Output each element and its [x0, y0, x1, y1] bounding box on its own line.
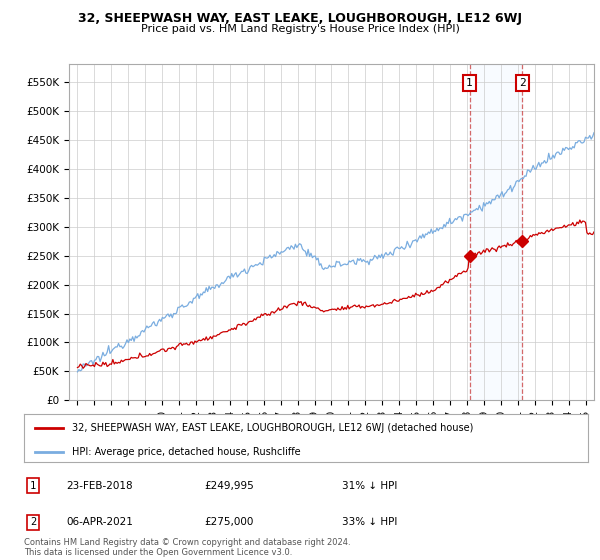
Text: 33% ↓ HPI: 33% ↓ HPI	[342, 517, 397, 527]
Text: £249,995: £249,995	[204, 481, 254, 491]
Text: Price paid vs. HM Land Registry's House Price Index (HPI): Price paid vs. HM Land Registry's House …	[140, 24, 460, 34]
Text: HPI: Average price, detached house, Rushcliffe: HPI: Average price, detached house, Rush…	[72, 446, 301, 456]
Text: 23-FEB-2018: 23-FEB-2018	[66, 481, 133, 491]
Text: 32, SHEEPWASH WAY, EAST LEAKE, LOUGHBOROUGH, LE12 6WJ: 32, SHEEPWASH WAY, EAST LEAKE, LOUGHBORO…	[78, 12, 522, 25]
Text: 1: 1	[466, 78, 473, 88]
Text: 2: 2	[30, 517, 36, 527]
Bar	[470, 64, 523, 400]
Text: 2: 2	[519, 78, 526, 88]
Text: 1: 1	[30, 481, 36, 491]
Text: 31% ↓ HPI: 31% ↓ HPI	[342, 481, 397, 491]
Text: 06-APR-2021: 06-APR-2021	[66, 517, 133, 527]
Text: 32, SHEEPWASH WAY, EAST LEAKE, LOUGHBOROUGH, LE12 6WJ (detached house): 32, SHEEPWASH WAY, EAST LEAKE, LOUGHBORO…	[72, 423, 473, 433]
Text: £275,000: £275,000	[204, 517, 253, 527]
Text: Contains HM Land Registry data © Crown copyright and database right 2024.
This d: Contains HM Land Registry data © Crown c…	[24, 538, 350, 557]
